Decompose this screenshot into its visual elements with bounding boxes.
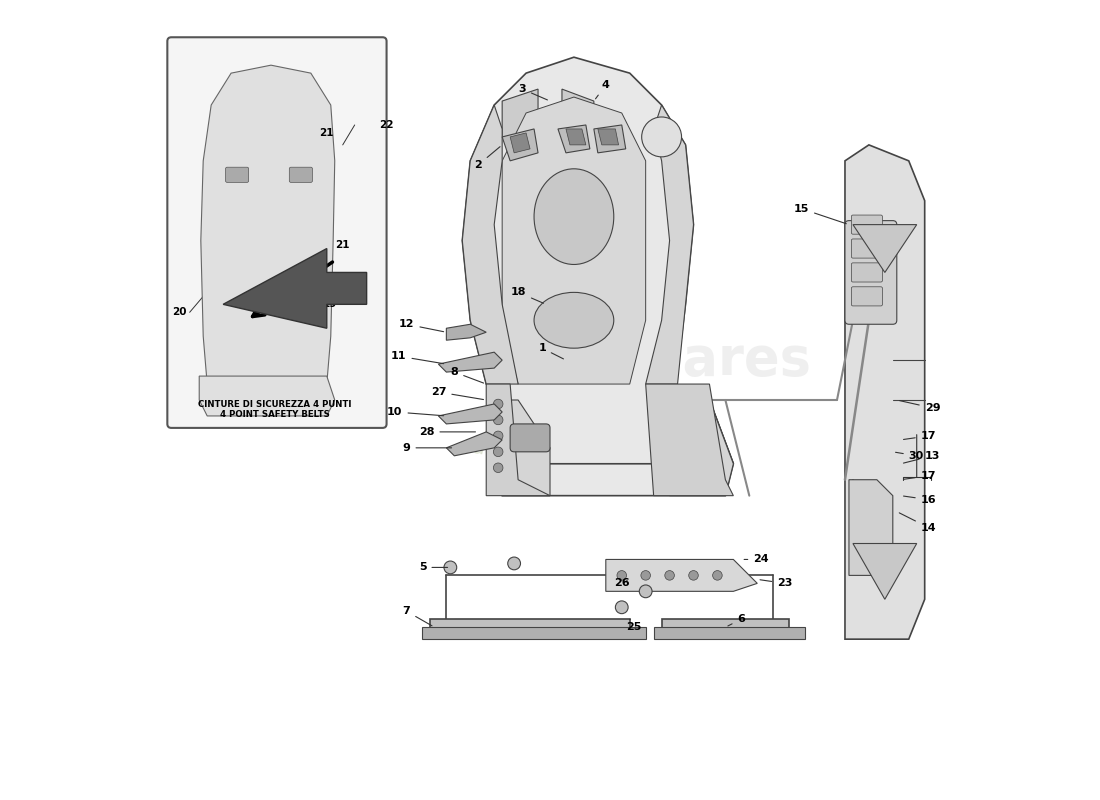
Polygon shape bbox=[597, 129, 618, 145]
Text: 27: 27 bbox=[431, 387, 484, 399]
Polygon shape bbox=[653, 627, 805, 639]
Polygon shape bbox=[223, 249, 366, 328]
Polygon shape bbox=[646, 384, 734, 496]
Polygon shape bbox=[852, 543, 916, 599]
Polygon shape bbox=[510, 133, 530, 153]
Text: 26: 26 bbox=[614, 578, 629, 588]
Circle shape bbox=[444, 561, 456, 574]
Text: 11: 11 bbox=[390, 351, 443, 364]
Text: 2: 2 bbox=[474, 146, 500, 170]
Text: 7: 7 bbox=[403, 606, 432, 626]
FancyBboxPatch shape bbox=[851, 263, 882, 282]
Text: 8: 8 bbox=[451, 367, 484, 383]
Polygon shape bbox=[462, 57, 734, 464]
Text: 20: 20 bbox=[172, 307, 187, 318]
Text: 1: 1 bbox=[538, 343, 563, 359]
Polygon shape bbox=[661, 619, 789, 631]
Circle shape bbox=[689, 570, 698, 580]
Circle shape bbox=[641, 570, 650, 580]
Polygon shape bbox=[565, 129, 586, 145]
Polygon shape bbox=[503, 89, 538, 137]
Ellipse shape bbox=[535, 292, 614, 348]
FancyBboxPatch shape bbox=[167, 38, 386, 428]
Text: 25: 25 bbox=[626, 619, 641, 632]
Polygon shape bbox=[594, 125, 626, 153]
Polygon shape bbox=[430, 619, 629, 631]
Text: 17: 17 bbox=[903, 431, 936, 441]
Polygon shape bbox=[439, 352, 503, 372]
Polygon shape bbox=[852, 225, 916, 273]
Polygon shape bbox=[606, 559, 757, 591]
Polygon shape bbox=[845, 145, 925, 639]
Polygon shape bbox=[670, 400, 734, 496]
Polygon shape bbox=[503, 129, 538, 161]
Circle shape bbox=[508, 557, 520, 570]
FancyBboxPatch shape bbox=[845, 221, 896, 324]
FancyBboxPatch shape bbox=[510, 424, 550, 452]
Circle shape bbox=[664, 570, 674, 580]
Text: 23: 23 bbox=[760, 578, 793, 588]
Text: 22: 22 bbox=[379, 120, 394, 130]
Text: eurospares: eurospares bbox=[480, 334, 812, 386]
Text: 17: 17 bbox=[903, 470, 936, 481]
Polygon shape bbox=[447, 324, 486, 340]
Circle shape bbox=[494, 447, 503, 457]
Text: 10: 10 bbox=[387, 407, 443, 417]
Text: a passion for excellence: a passion for excellence bbox=[472, 438, 708, 490]
Polygon shape bbox=[562, 89, 594, 137]
Text: 30: 30 bbox=[895, 451, 924, 461]
Polygon shape bbox=[646, 105, 693, 384]
FancyBboxPatch shape bbox=[851, 215, 882, 234]
Text: 21: 21 bbox=[336, 239, 350, 250]
Text: 19: 19 bbox=[322, 299, 338, 310]
Text: 3: 3 bbox=[518, 84, 548, 100]
Text: 14: 14 bbox=[900, 513, 936, 533]
Polygon shape bbox=[486, 384, 550, 496]
Circle shape bbox=[615, 601, 628, 614]
Polygon shape bbox=[439, 404, 503, 424]
FancyBboxPatch shape bbox=[851, 286, 882, 306]
Polygon shape bbox=[199, 376, 334, 416]
Text: 12: 12 bbox=[399, 319, 443, 332]
Circle shape bbox=[494, 415, 503, 425]
FancyBboxPatch shape bbox=[289, 167, 312, 182]
Text: 18: 18 bbox=[510, 287, 543, 303]
Text: 13: 13 bbox=[903, 451, 940, 463]
Text: 5: 5 bbox=[419, 562, 448, 573]
Polygon shape bbox=[422, 627, 646, 639]
Text: 15: 15 bbox=[794, 204, 846, 224]
Text: 4: 4 bbox=[595, 80, 609, 99]
Polygon shape bbox=[503, 97, 646, 384]
Circle shape bbox=[617, 570, 627, 580]
Ellipse shape bbox=[535, 169, 614, 265]
Text: 9: 9 bbox=[403, 443, 452, 453]
Text: 24: 24 bbox=[744, 554, 769, 565]
Polygon shape bbox=[558, 125, 590, 153]
Text: 16: 16 bbox=[903, 494, 936, 505]
FancyBboxPatch shape bbox=[226, 167, 249, 182]
Circle shape bbox=[713, 570, 723, 580]
FancyBboxPatch shape bbox=[851, 239, 882, 258]
Polygon shape bbox=[494, 400, 734, 496]
Text: 6: 6 bbox=[728, 614, 745, 626]
Circle shape bbox=[494, 399, 503, 409]
Circle shape bbox=[494, 463, 503, 473]
Polygon shape bbox=[849, 480, 893, 575]
Polygon shape bbox=[494, 400, 550, 496]
Circle shape bbox=[639, 585, 652, 598]
Polygon shape bbox=[201, 65, 334, 384]
Circle shape bbox=[641, 117, 682, 157]
Text: 21: 21 bbox=[319, 128, 334, 138]
Text: 29: 29 bbox=[900, 401, 940, 413]
Polygon shape bbox=[462, 105, 518, 384]
Polygon shape bbox=[447, 432, 503, 456]
Text: CINTURE DI SICUREZZA 4 PUNTI
4 POINT SAFETY BELTS: CINTURE DI SICUREZZA 4 PUNTI 4 POINT SAF… bbox=[198, 400, 352, 419]
Circle shape bbox=[494, 431, 503, 441]
Text: 28: 28 bbox=[419, 427, 475, 437]
